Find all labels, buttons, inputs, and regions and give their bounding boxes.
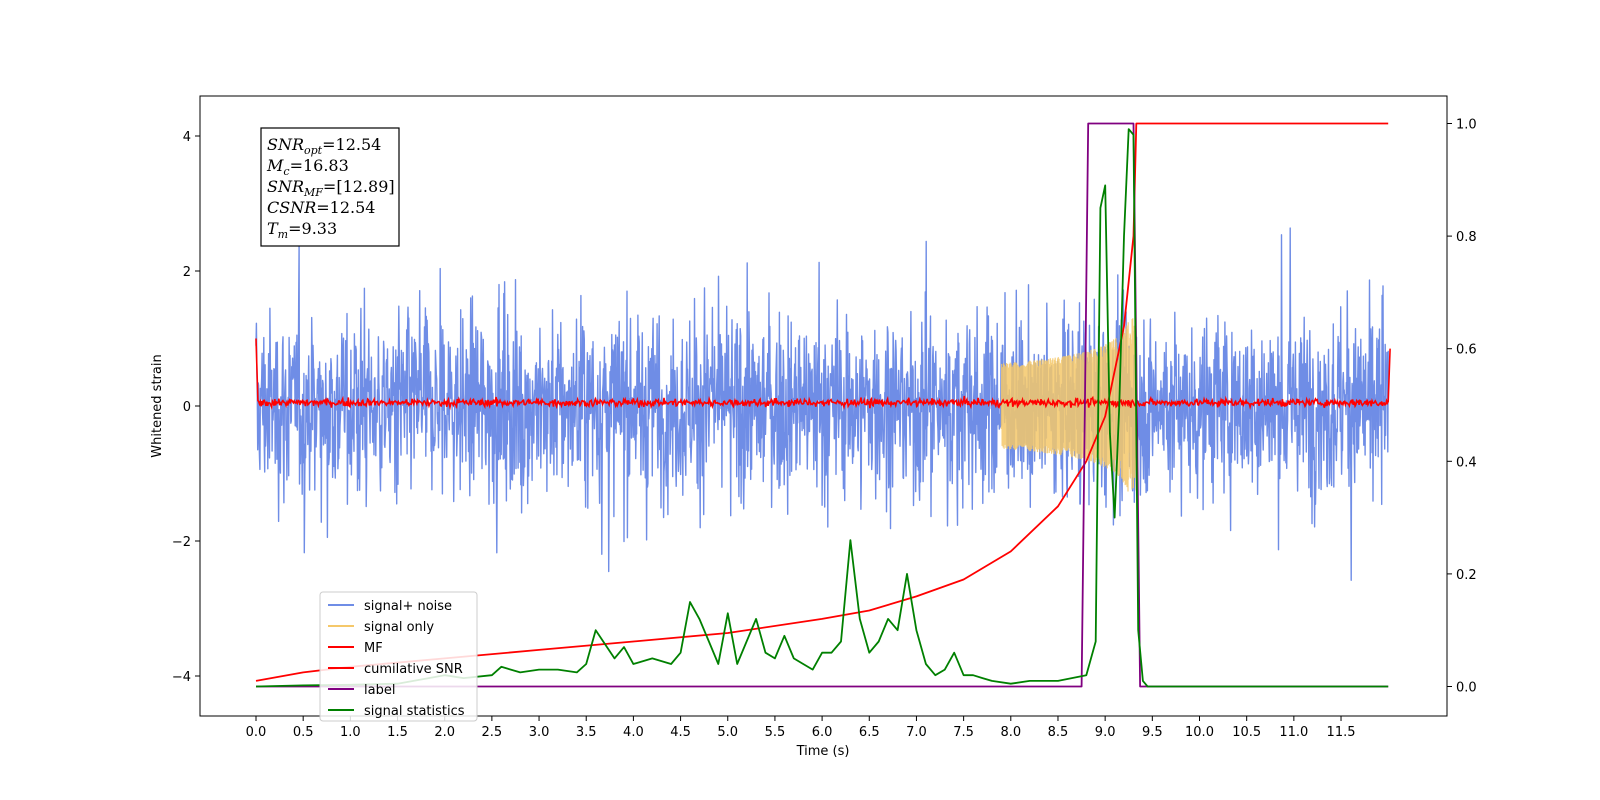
x-tick-label: 5.5 bbox=[765, 725, 786, 740]
y-left-tick-label: 2 bbox=[183, 265, 191, 280]
x-tick-label: 4.0 bbox=[623, 725, 644, 740]
legend-label: signal statistics bbox=[364, 704, 465, 719]
x-axis-label: Time (s) bbox=[796, 744, 850, 759]
info-box-line: Mc=16.83 bbox=[266, 156, 349, 178]
legend-label: MF bbox=[364, 641, 383, 656]
x-tick-label: 2.0 bbox=[434, 725, 455, 740]
y-left-tick-label: 4 bbox=[183, 130, 191, 145]
mf-series bbox=[255, 338, 1391, 411]
y-right-tick-label: 0.2 bbox=[1456, 568, 1477, 583]
info-box: SNRopt=12.54Mc=16.83SNRMF=[12.89]CSNR=12… bbox=[260, 127, 400, 247]
x-tick-label: 2.5 bbox=[482, 725, 503, 740]
legend-label: label bbox=[364, 683, 395, 698]
y-right-tick-label: 0.0 bbox=[1456, 681, 1477, 696]
x-tick-label: 1.5 bbox=[387, 725, 408, 740]
info-box-frame bbox=[260, 127, 400, 247]
signal-only-series bbox=[1000, 318, 1137, 492]
x-tick-label: 3.0 bbox=[529, 725, 550, 740]
x-tick-label: 5.0 bbox=[717, 725, 738, 740]
x-tick-label: 4.5 bbox=[670, 725, 691, 740]
signal-statistics-series bbox=[255, 128, 1389, 688]
x-tick-label: 1.0 bbox=[340, 725, 361, 740]
x-tick-label: 6.0 bbox=[812, 725, 833, 740]
x-tick-label: 7.0 bbox=[906, 725, 927, 740]
signal-noise-line bbox=[255, 227, 1389, 581]
x-tick-label: 6.5 bbox=[859, 725, 880, 740]
x-axis: 0.0 0.5 1.0 1.5 2.0 2.5 3.0 3.5 4.0 4.5 5.0 5.5 6.0 6… bbox=[246, 716, 1356, 740]
y-left-tick-label: −4 bbox=[172, 670, 191, 685]
mf-line bbox=[255, 338, 1391, 411]
info-box-line: SNRMF=[12.89] bbox=[267, 177, 395, 199]
x-tick-label: 8.0 bbox=[1000, 725, 1021, 740]
signal-statistics-line bbox=[255, 128, 1389, 688]
legend-label: cumilative SNR bbox=[364, 662, 463, 677]
y-right-tick-label: 0.8 bbox=[1456, 230, 1477, 245]
y-left-tick-label: −2 bbox=[172, 535, 191, 550]
x-tick-label: 9.5 bbox=[1142, 725, 1163, 740]
x-tick-label: 10.0 bbox=[1185, 725, 1214, 740]
y-axis-right: 1.0 0.8 0.6 0.4 0.2 0.0 bbox=[1447, 118, 1477, 696]
legend-label: signal only bbox=[364, 620, 434, 635]
legend: signal+ noise signal only MF cumilative SNR… bbox=[319, 591, 478, 722]
y-right-tick-label: 0.4 bbox=[1456, 455, 1477, 470]
x-tick-label: 3.5 bbox=[576, 725, 597, 740]
x-tick-label: 11.5 bbox=[1327, 725, 1356, 740]
legend-frame bbox=[319, 591, 478, 722]
y-axis-left: 4 2 0 −2 −4 bbox=[172, 130, 200, 685]
signal-only-line bbox=[1000, 318, 1137, 492]
x-tick-label: 7.5 bbox=[953, 725, 974, 740]
y-right-tick-label: 1.0 bbox=[1456, 118, 1477, 133]
legend-label: signal+ noise bbox=[364, 599, 452, 614]
x-tick-label: 10.5 bbox=[1232, 725, 1261, 740]
y-left-tick-label: 0 bbox=[183, 400, 191, 415]
y-right-tick-label: 0.6 bbox=[1456, 343, 1477, 358]
info-box-line: CSNR=12.54 bbox=[267, 198, 375, 217]
x-tick-label: 9.0 bbox=[1095, 725, 1116, 740]
y-axis-label: Whitened strain bbox=[150, 354, 165, 457]
signal-noise-series bbox=[255, 227, 1389, 581]
x-tick-label: 0.0 bbox=[246, 725, 267, 740]
x-tick-label: 8.5 bbox=[1048, 725, 1069, 740]
info-box-line: Tm=9.33 bbox=[267, 219, 337, 241]
x-tick-label: 0.5 bbox=[293, 725, 314, 740]
info-box-line: SNRopt=12.54 bbox=[267, 135, 381, 157]
x-tick-label: 11.0 bbox=[1279, 725, 1308, 740]
